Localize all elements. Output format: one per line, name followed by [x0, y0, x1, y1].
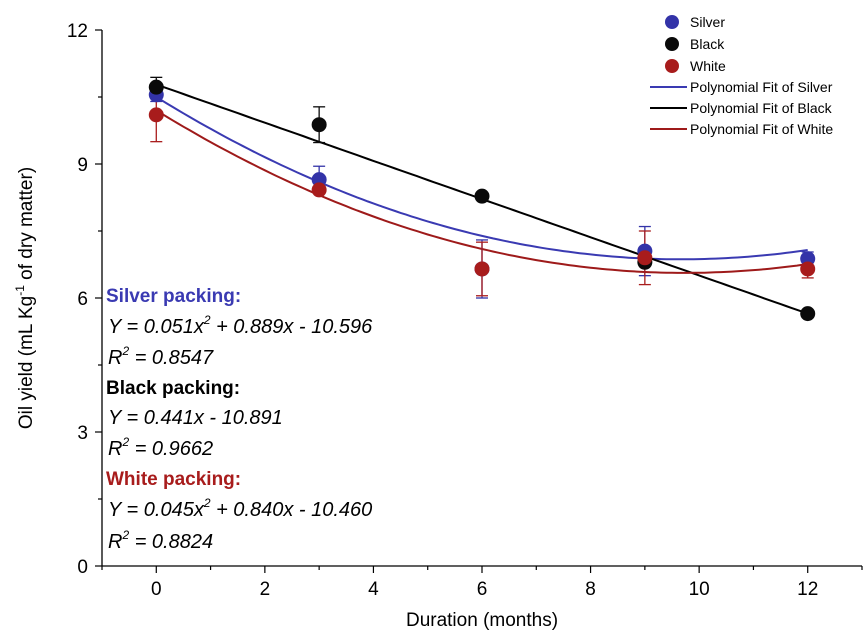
x-ticks: 0 2 4 6 8 10 12: [101, 566, 863, 600]
x-tick-label-0: 0: [151, 579, 162, 600]
x-tick-label-4: 4: [368, 579, 379, 600]
x-tick-label-8: 8: [585, 579, 596, 600]
legend-fit-silver-label: Polynomial Fit of Silver: [690, 79, 833, 95]
silver-equation-exponent: 2: [203, 313, 211, 327]
data-points: [148, 79, 816, 322]
legend-black-label: Black: [690, 36, 725, 52]
legend-fit-white-label: Polynomial Fit of White: [690, 121, 833, 137]
silver-r2-symbol: R: [108, 347, 122, 369]
legend: Silver Black White Polynomial Fit of Sil…: [650, 14, 833, 137]
x-tick-label-6: 6: [477, 579, 488, 600]
legend-silver-marker: [665, 15, 679, 29]
white-equation-part2: + 0.840x - 10.460: [211, 499, 373, 521]
y-tick-label-6: 6: [77, 289, 88, 310]
point-black-6: [474, 188, 490, 204]
silver-equation: Y = 0.051x2 + 0.889x - 10.596: [108, 313, 373, 338]
y-tick-label-9: 9: [77, 155, 88, 176]
silver-equation-part1: Y = 0.051x: [108, 316, 205, 338]
silver-r2-value: = 0.8547: [129, 347, 214, 369]
silver-r2: R2 = 0.8547: [108, 344, 214, 369]
black-r2-exponent: 2: [121, 435, 129, 449]
silver-packing-heading: Silver packing:: [106, 286, 241, 307]
x-tick-label-2: 2: [260, 579, 271, 600]
legend-white-marker: [665, 59, 679, 73]
legend-white-label: White: [690, 58, 726, 74]
point-white-9: [637, 250, 653, 266]
equation-annotations: Silver packing: Y = 0.051x2 + 0.889x - 1…: [106, 286, 373, 553]
white-packing-heading: White packing:: [106, 469, 241, 490]
point-white-3: [311, 182, 327, 198]
point-white-0: [148, 107, 164, 123]
y-axis-title-superscript: -1: [13, 285, 27, 296]
black-equation-part1: Y = 0.441x - 10.891: [108, 407, 283, 429]
point-white-6: [474, 261, 490, 277]
x-axis-title: Duration (months): [406, 610, 558, 631]
black-equation: Y = 0.441x - 10.891: [108, 407, 283, 429]
y-ticks: 0 3 6 9 12: [67, 21, 102, 578]
black-packing-heading: Black packing:: [106, 378, 240, 399]
black-r2: R2 = 0.9662: [108, 435, 213, 460]
legend-silver-label: Silver: [690, 14, 725, 30]
white-equation-part1: Y = 0.045x: [108, 499, 205, 521]
black-r2-value: = 0.9662: [129, 438, 213, 460]
legend-fit-black-label: Polynomial Fit of Black: [690, 100, 833, 116]
y-axis-title: Oil yield (mL Kg-1 of dry matter): [13, 167, 37, 429]
y-axis-title-main: Oil yield (mL Kg: [16, 296, 37, 429]
x-tick-label-12: 12: [797, 579, 818, 600]
white-r2: R2 = 0.8824: [108, 528, 213, 553]
white-equation: Y = 0.045x2 + 0.840x - 10.460: [108, 496, 372, 521]
white-r2-symbol: R: [108, 531, 122, 553]
point-black-0: [148, 79, 164, 95]
fit-curve-silver: [155, 96, 808, 261]
point-silver-12: [800, 251, 816, 267]
y-tick-label-3: 3: [77, 423, 88, 444]
white-r2-value: = 0.8824: [129, 531, 213, 553]
point-black-3: [311, 117, 327, 133]
x-tick-label-10: 10: [689, 579, 710, 600]
white-equation-exponent: 2: [203, 496, 211, 510]
black-r2-symbol: R: [108, 438, 122, 460]
legend-black-marker: [665, 37, 679, 51]
y-tick-label-0: 0: [77, 557, 88, 578]
y-tick-label-12: 12: [67, 21, 88, 42]
silver-r2-exponent: 2: [121, 344, 129, 358]
white-r2-exponent: 2: [121, 528, 129, 542]
silver-equation-part2: + 0.889x - 10.596: [211, 316, 374, 338]
point-white-12: [800, 261, 816, 277]
point-black-12: [800, 306, 816, 322]
point-silver-3: [311, 172, 327, 188]
y-axis-title-tail: of dry matter): [16, 167, 37, 285]
